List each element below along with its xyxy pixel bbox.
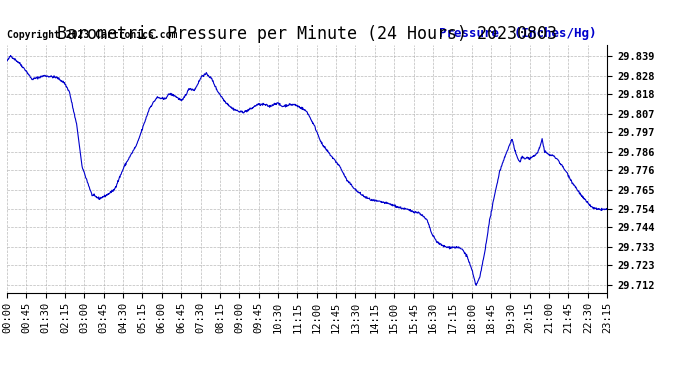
- Text: Copyright 2023 Cartronics.com: Copyright 2023 Cartronics.com: [7, 30, 177, 40]
- Title: Barometric Pressure per Minute (24 Hours) 20230803: Barometric Pressure per Minute (24 Hours…: [57, 26, 557, 44]
- Text: Pressure  (Inches/Hg): Pressure (Inches/Hg): [439, 27, 597, 40]
